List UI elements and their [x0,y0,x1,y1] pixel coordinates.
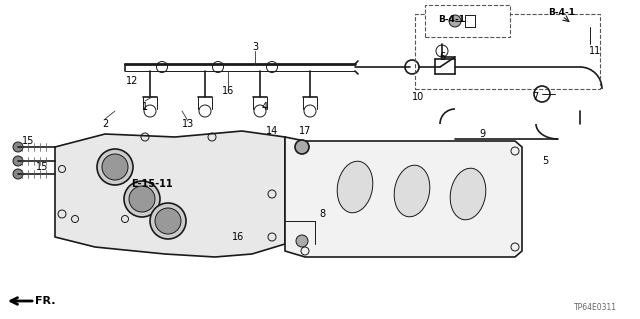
Bar [425,5,510,37]
Ellipse shape [337,161,373,213]
Polygon shape [285,137,522,257]
Text: 15: 15 [22,136,34,146]
Text: 7: 7 [532,92,538,102]
Text: TP64E0311: TP64E0311 [573,302,616,311]
Text: 10: 10 [412,92,424,102]
Circle shape [295,140,309,154]
Text: 16: 16 [222,86,234,96]
Text: 17: 17 [299,126,311,136]
Circle shape [449,15,461,27]
Circle shape [13,142,23,152]
Ellipse shape [450,168,486,220]
Text: 2: 2 [102,119,108,129]
Circle shape [13,169,23,179]
Text: 4: 4 [262,102,268,112]
Text: 15: 15 [36,162,48,172]
Text: E-15-11: E-15-11 [131,179,173,189]
Polygon shape [55,131,285,257]
Text: 13: 13 [182,119,194,129]
Text: 9: 9 [479,129,485,139]
Text: B-4-1: B-4-1 [548,9,575,18]
Text: 8: 8 [319,209,325,219]
Text: 14: 14 [266,126,278,136]
Circle shape [155,208,181,234]
Circle shape [124,181,160,217]
Text: 5: 5 [542,156,548,166]
Circle shape [150,203,186,239]
Text: FR.: FR. [35,296,55,306]
Text: 11: 11 [589,46,601,56]
Ellipse shape [394,165,430,217]
Text: B-4-1: B-4-1 [438,16,465,25]
Text: 1: 1 [142,102,148,112]
Circle shape [102,154,128,180]
Circle shape [13,156,23,166]
Circle shape [97,149,133,185]
Text: 3: 3 [252,42,258,52]
Text: 6: 6 [439,52,445,62]
Text: 12: 12 [126,76,138,86]
Circle shape [129,186,155,212]
Text: 16: 16 [232,232,244,242]
Bar [415,14,600,89]
Circle shape [296,235,308,247]
